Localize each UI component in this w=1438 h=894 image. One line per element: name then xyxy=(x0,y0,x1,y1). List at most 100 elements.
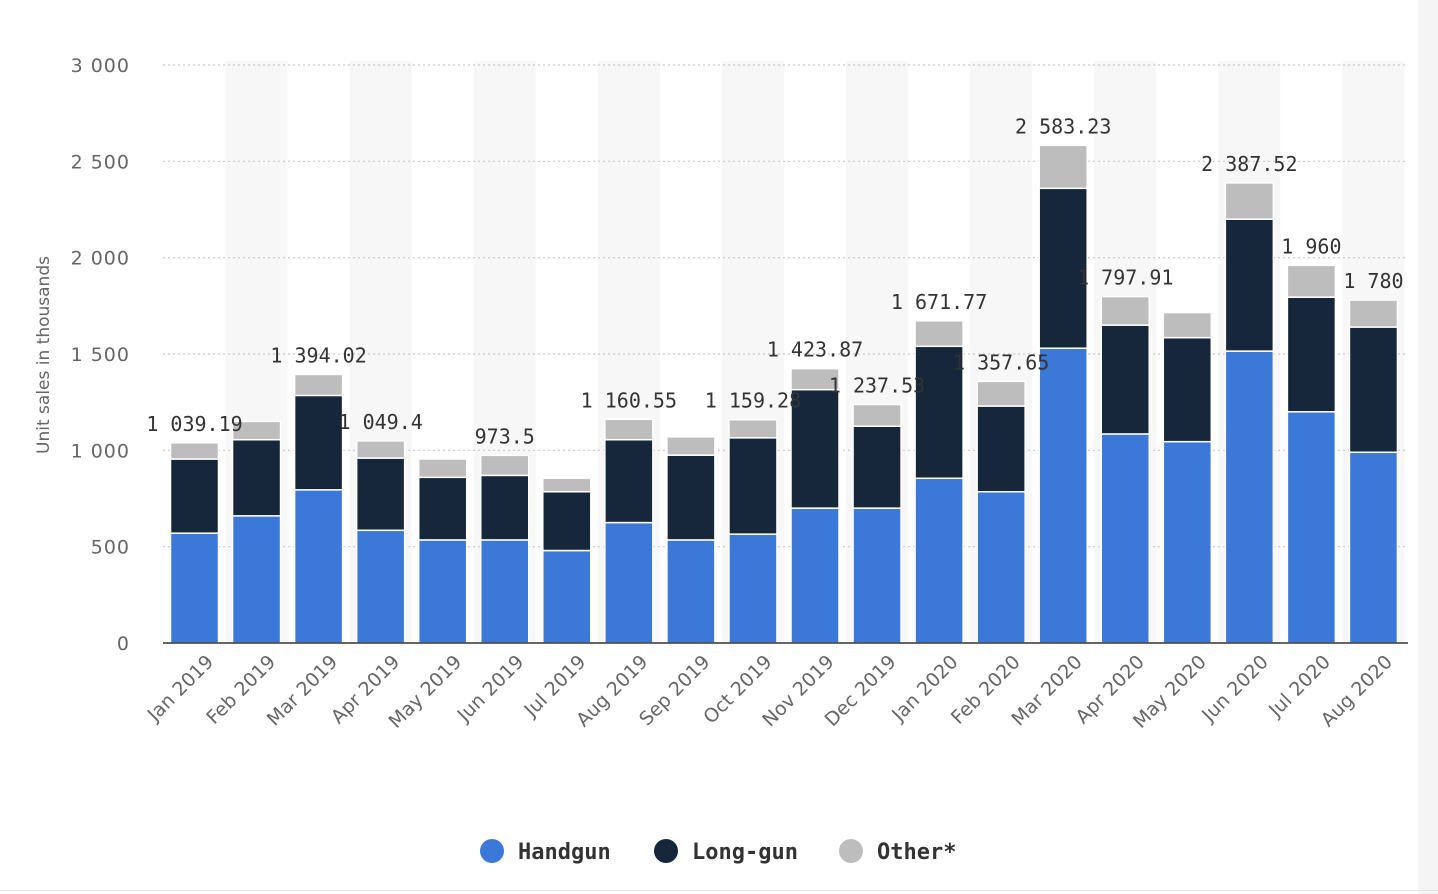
y-tick-label: 500 xyxy=(91,537,130,559)
bar-handgun xyxy=(1038,347,1088,644)
bar-handgun xyxy=(417,539,468,644)
total-labels: 1 039.19 1 394.02 1 049.4 973.5 1 160.55 1 15… xyxy=(146,114,1403,448)
bar-handgun xyxy=(914,477,964,644)
bar-long-gun xyxy=(790,388,840,509)
bar-long-gun xyxy=(231,438,282,517)
legend-item[interactable]: Other* xyxy=(839,839,956,865)
legend-item[interactable]: Handgun xyxy=(480,839,611,865)
bar-handgun xyxy=(1224,350,1275,644)
bar-long-gun xyxy=(976,405,1026,493)
bar-long-gun xyxy=(604,438,654,524)
y-axis-ticks: 0 500 1 000 1 500 2 000 2 500 3 000 xyxy=(71,55,130,655)
bar-other xyxy=(1100,295,1150,326)
bar-other xyxy=(417,458,468,479)
bar-handgun xyxy=(293,489,344,644)
total-label: 1 049.4 xyxy=(339,410,423,434)
bar-handgun xyxy=(666,539,716,644)
x-tick-label: Jun 2020 xyxy=(1197,651,1273,727)
total-label: 2 583.23 xyxy=(1015,114,1111,138)
bar-other xyxy=(976,380,1026,407)
legend-swatch xyxy=(480,839,504,863)
bar-other xyxy=(666,436,716,456)
total-label: 1 671.77 xyxy=(891,290,987,314)
total-label: 1 394.02 xyxy=(270,343,366,367)
total-label: 2 387.52 xyxy=(1201,152,1297,176)
bar-other xyxy=(914,320,964,348)
bar-long-gun xyxy=(293,394,344,491)
legend-label: Other* xyxy=(877,840,956,865)
bar-handgun xyxy=(852,507,902,644)
right-edge-strip xyxy=(1418,0,1438,894)
y-axis-title: Unit sales in thousands xyxy=(34,256,54,454)
bar-long-gun xyxy=(169,458,220,534)
total-label: 1 039.19 xyxy=(146,412,242,436)
bar-handgun xyxy=(1286,411,1337,644)
bar-other xyxy=(852,403,902,428)
bar-other xyxy=(604,418,654,441)
bar-other xyxy=(790,367,840,391)
legend-label: Handgun xyxy=(518,840,611,865)
bar-handgun xyxy=(728,533,778,644)
bar-long-gun xyxy=(1348,326,1399,454)
bar-long-gun xyxy=(666,454,716,541)
bar-handgun xyxy=(355,529,406,644)
y-tick-label: 2 000 xyxy=(71,248,130,270)
total-label: 1 159.28 xyxy=(705,389,801,413)
bar-other xyxy=(1348,299,1399,328)
bar-long-gun xyxy=(1038,187,1088,349)
bar-other xyxy=(355,440,406,459)
bar-long-gun xyxy=(1162,336,1213,443)
legend-swatch xyxy=(654,839,678,863)
bar-handgun xyxy=(480,539,530,644)
y-tick-label: 1 000 xyxy=(71,440,130,462)
bar-long-gun xyxy=(852,425,902,509)
legend-label: Long-gun xyxy=(692,840,798,865)
total-label: 973.5 xyxy=(475,424,535,448)
bar-handgun xyxy=(790,507,840,644)
bar-handgun xyxy=(542,549,592,644)
total-label: 1 797.91 xyxy=(1077,266,1173,290)
bar-other xyxy=(542,477,592,493)
bar-other xyxy=(1286,264,1337,298)
total-label: 1 960 xyxy=(1281,234,1341,258)
bar-other xyxy=(1224,182,1275,220)
legend: Handgun Long-gun Other* xyxy=(480,839,956,865)
bar-other xyxy=(169,442,220,460)
bar-long-gun xyxy=(417,476,468,541)
bar-handgun xyxy=(231,515,282,644)
bar-handgun xyxy=(169,532,220,644)
bar-long-gun xyxy=(1286,296,1337,413)
bars xyxy=(169,144,1399,644)
bar-long-gun xyxy=(1100,324,1150,435)
total-label: 1 423.87 xyxy=(767,338,863,362)
bar-handgun xyxy=(604,521,654,644)
bar-handgun xyxy=(976,491,1026,644)
bar-handgun xyxy=(1162,440,1213,644)
y-tick-label: 1 500 xyxy=(71,344,130,366)
total-label: 1 780 xyxy=(1343,269,1403,293)
total-label: 1 237.53 xyxy=(829,373,925,397)
bar-long-gun xyxy=(728,437,778,535)
bar-long-gun xyxy=(1224,218,1275,352)
legend-swatch xyxy=(839,839,863,863)
bar-handgun xyxy=(1348,451,1399,644)
legend-item[interactable]: Long-gun xyxy=(654,839,798,865)
x-tick-label: Jun 2019 xyxy=(453,651,529,727)
bar-other xyxy=(1162,311,1213,339)
bar-long-gun xyxy=(480,474,530,541)
y-tick-label: 3 000 xyxy=(71,55,130,77)
bar-other xyxy=(728,418,778,439)
bottom-divider xyxy=(0,890,1438,891)
y-tick-label: 0 xyxy=(117,633,130,655)
bar-other xyxy=(231,420,282,441)
bar-handgun xyxy=(1100,433,1150,644)
bar-other xyxy=(480,454,530,477)
total-label: 1 357.65 xyxy=(953,350,1049,374)
total-label: 1 160.55 xyxy=(581,388,677,412)
bar-long-gun xyxy=(355,457,406,532)
bar-long-gun xyxy=(542,491,592,552)
bar-other xyxy=(1038,144,1088,190)
y-tick-label: 2 500 xyxy=(71,151,130,173)
